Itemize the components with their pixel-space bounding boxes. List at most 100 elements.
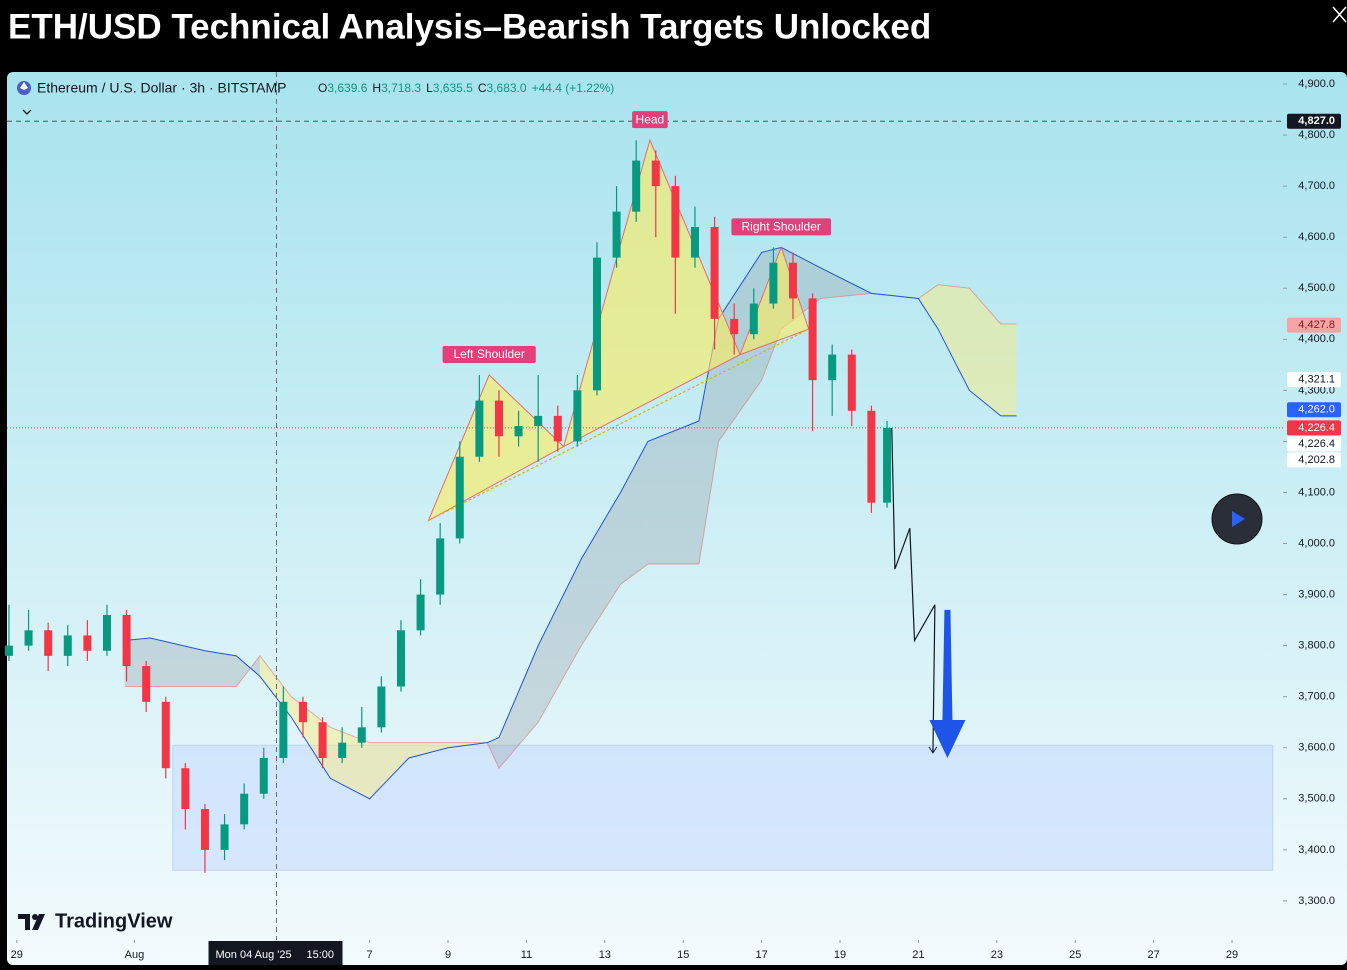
cloud-fill	[620, 441, 648, 585]
price-label-bg	[1287, 372, 1341, 388]
ohlc-value: 3,683.0	[487, 81, 527, 95]
ohlc-key: L	[426, 81, 433, 95]
play-button[interactable]	[1211, 493, 1263, 545]
collapse-toggle[interactable]	[22, 109, 32, 115]
candle-body	[671, 186, 680, 258]
projection-path	[891, 427, 936, 753]
cloud-fill	[408, 742, 449, 758]
x-tick-label: 29	[11, 949, 23, 961]
candle-body	[788, 262, 797, 299]
candle-body	[592, 257, 601, 391]
candle-body	[632, 160, 641, 212]
price-label-bg	[1287, 452, 1341, 468]
y-tick-label: 3,400.0	[1298, 844, 1335, 856]
close-button[interactable]	[1332, 6, 1347, 23]
y-tick-label: 4,700.0	[1298, 180, 1335, 192]
ohlc-key: O	[318, 81, 327, 95]
candle-body	[338, 742, 347, 758]
y-tick-label: 4,100.0	[1298, 486, 1335, 498]
price-label: 4,827.0	[1298, 115, 1335, 127]
price-label-bg	[1287, 420, 1341, 436]
crosshair-date: Mon 04 Aug '25	[216, 949, 292, 961]
x-tick-label: 15	[677, 949, 689, 961]
candle-body	[828, 354, 837, 381]
x-tick-label: 25	[1069, 949, 1081, 961]
price-label: 4,427.8	[1298, 319, 1335, 331]
y-tick-label: 3,900.0	[1298, 588, 1335, 600]
candle-body	[240, 793, 249, 825]
y-tick-label: 3,700.0	[1298, 691, 1335, 703]
ohlc-value: 3,635.5	[433, 81, 473, 95]
candle-body	[416, 594, 425, 631]
cloud-fill	[969, 288, 1001, 416]
candle-body	[690, 226, 699, 258]
candle-body	[220, 824, 229, 850]
x-tick-label: 9	[445, 949, 451, 961]
x-tick-label: 29	[1226, 949, 1238, 961]
projection-head	[928, 746, 938, 754]
y-tick-label: 4,300.0	[1298, 384, 1335, 396]
candle-body	[63, 635, 72, 656]
title: ETH/USD Technical Analysis–Bearish Targe…	[8, 7, 931, 46]
y-tick-label: 3,300.0	[1298, 895, 1335, 907]
x-tick-label: 21	[912, 949, 924, 961]
candle-body	[396, 630, 405, 687]
candle-body	[494, 400, 503, 437]
pattern-label-bg	[632, 111, 668, 129]
candle-body	[161, 701, 170, 769]
crosshair-label-bg	[208, 941, 343, 965]
ohlc-key: H	[372, 81, 381, 95]
candle-body	[455, 456, 464, 539]
cloud-fill	[918, 284, 939, 330]
candle-body	[553, 415, 562, 442]
crosshair-time: 15:00	[307, 949, 335, 961]
candle-body	[298, 701, 307, 723]
y-tick-label: 4,500.0	[1298, 282, 1335, 294]
pattern-label: Head	[636, 112, 665, 126]
y-tick-label: 4,600.0	[1298, 231, 1335, 243]
plot: Left Shoulder Head Right Shoulder 3,300.0 3,…	[4, 72, 1341, 965]
target-zone	[172, 744, 1274, 871]
candle-body	[318, 722, 327, 758]
x-tick-label: 13	[599, 949, 611, 961]
price-label-bg	[1287, 436, 1341, 452]
price-label: 4,321.1	[1298, 373, 1335, 385]
price-label-bg	[1287, 113, 1341, 129]
change: +44.4 (+1.22%)	[532, 81, 615, 95]
symbol: Ethereum / U.S. Dollar · 3h · BITSTAMP	[37, 80, 286, 96]
candle-body	[142, 666, 151, 702]
price-label: 4,226.4	[1298, 438, 1335, 450]
title-bar	[0, 0, 1347, 72]
cloud-fill	[1000, 323, 1017, 416]
x-tick-label: 7	[367, 949, 373, 961]
candle-body	[749, 303, 758, 335]
y-tick-label: 3,800.0	[1298, 640, 1335, 652]
candle-body	[4, 645, 13, 656]
candle-body	[573, 390, 582, 442]
candle-body	[83, 635, 92, 651]
ohlc-value: 3,718.3	[381, 81, 421, 95]
cloud-fill	[204, 650, 237, 687]
cloud-fill	[487, 737, 499, 769]
cloud-fill	[820, 267, 872, 299]
header: Ethereum / U.S. Dollar · 3h · BITSTAMP O…	[17, 80, 615, 115]
x-tick-label: 17	[755, 949, 767, 961]
candle-body	[475, 400, 484, 457]
y-tick-label: 4,000.0	[1298, 537, 1335, 549]
y-tick-label: 4,900.0	[1298, 78, 1335, 90]
candle-body	[867, 410, 876, 503]
price-label: 4,202.8	[1298, 454, 1335, 466]
x-tick-label: 19	[834, 949, 846, 961]
candle-body	[122, 615, 131, 667]
cloud-fill	[718, 252, 762, 442]
y-tick-label: 3,600.0	[1298, 742, 1335, 754]
pattern-label-bg	[731, 218, 832, 236]
candle-body	[651, 160, 660, 187]
brand-logo: TradingView	[18, 910, 173, 932]
brand-name: TradingView	[55, 910, 173, 932]
ohlc-key: C	[478, 81, 487, 95]
cloud-fill	[698, 318, 719, 564]
candle-body	[44, 630, 53, 656]
candle-body	[181, 768, 190, 810]
